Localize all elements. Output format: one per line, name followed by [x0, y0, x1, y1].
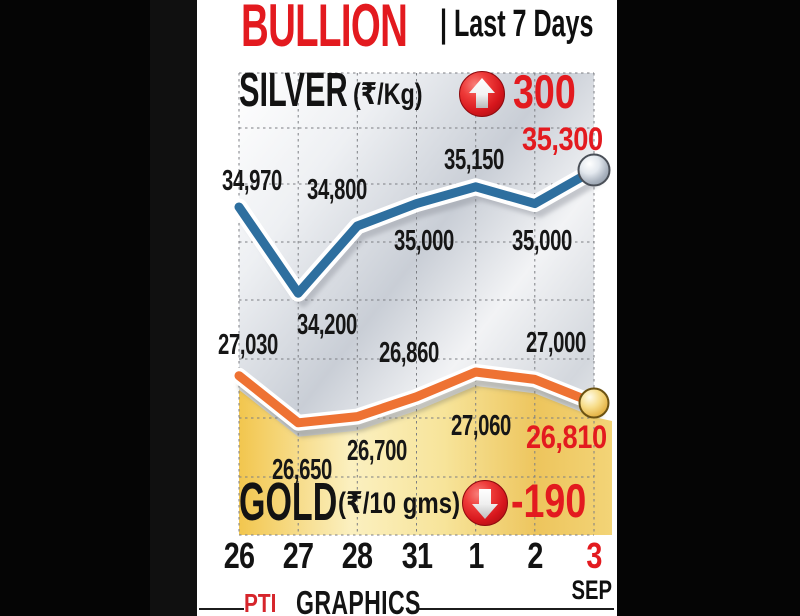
x-axis-label-1: 1: [468, 535, 484, 576]
gold-point-label-6: 26,810: [526, 419, 607, 455]
x-axis-label-2: 2: [527, 535, 543, 576]
silver-section-title: SILVER: [239, 64, 348, 117]
left-background-strip: [150, 0, 197, 616]
silver-point-label-1: 34,200: [297, 309, 357, 341]
x-axis-label-28: 28: [342, 535, 373, 576]
gold-price-line: [234, 367, 599, 428]
pti-logo: PTI: [244, 588, 277, 616]
chart-card: BULLION | Last 7 Days SILVER (₹/Kg): [197, 0, 617, 616]
gold-point-label-4: 27,060: [451, 410, 511, 442]
x-axis-label-26: 26: [223, 535, 255, 576]
silver-point-label-2: 34,800: [307, 174, 367, 206]
x-axis-label-31: 31: [401, 535, 432, 576]
page-title: BULLION: [241, 0, 408, 59]
silver-endpoint-ball: [577, 153, 611, 187]
silver-point-label-0: 34,970: [222, 165, 282, 197]
gold-section-title: GOLD: [239, 472, 338, 532]
grid-lines: [238, 72, 595, 536]
up-arrow-icon: [458, 70, 506, 118]
silver-price-line: [234, 165, 599, 298]
gold-point-label-3: 26,860: [379, 337, 439, 369]
gold-unit-label: (₹/10 gms): [338, 487, 461, 520]
silver-point-label-3: 35,000: [394, 225, 454, 257]
gold-point-label-1: 26,650: [272, 454, 332, 486]
silver-point-label-4: 35,150: [444, 144, 504, 176]
footer-graphics-label: GRAPHICS: [296, 584, 421, 616]
gold-point-label-2: 26,700: [347, 435, 407, 467]
gold-change-value: -190: [511, 474, 587, 527]
silver-unit-label: (₹/Kg): [353, 78, 423, 111]
silver-line-shadow: [239, 174, 604, 308]
silver-point-label-5: 35,000: [512, 225, 572, 257]
x-axis-label-27: 27: [282, 535, 314, 576]
footer-rule-right: [417, 608, 614, 610]
footer-rule-left: [199, 608, 244, 610]
page-subtitle: | Last 7 Days: [440, 3, 594, 45]
gold-background: [239, 386, 612, 535]
silver-change-value: 300: [513, 65, 576, 118]
month-label: SEP: [571, 575, 612, 605]
chart-canvas: [230, 72, 612, 536]
gold-point-label-0: 27,030: [218, 329, 278, 361]
down-arrow-icon: [461, 479, 509, 527]
gold-point-label-5: 27,000: [526, 327, 586, 359]
silver-point-label-6: 35,300: [522, 121, 603, 157]
x-axis-label-3: 3: [586, 535, 602, 576]
gold-endpoint-ball: [578, 387, 610, 419]
